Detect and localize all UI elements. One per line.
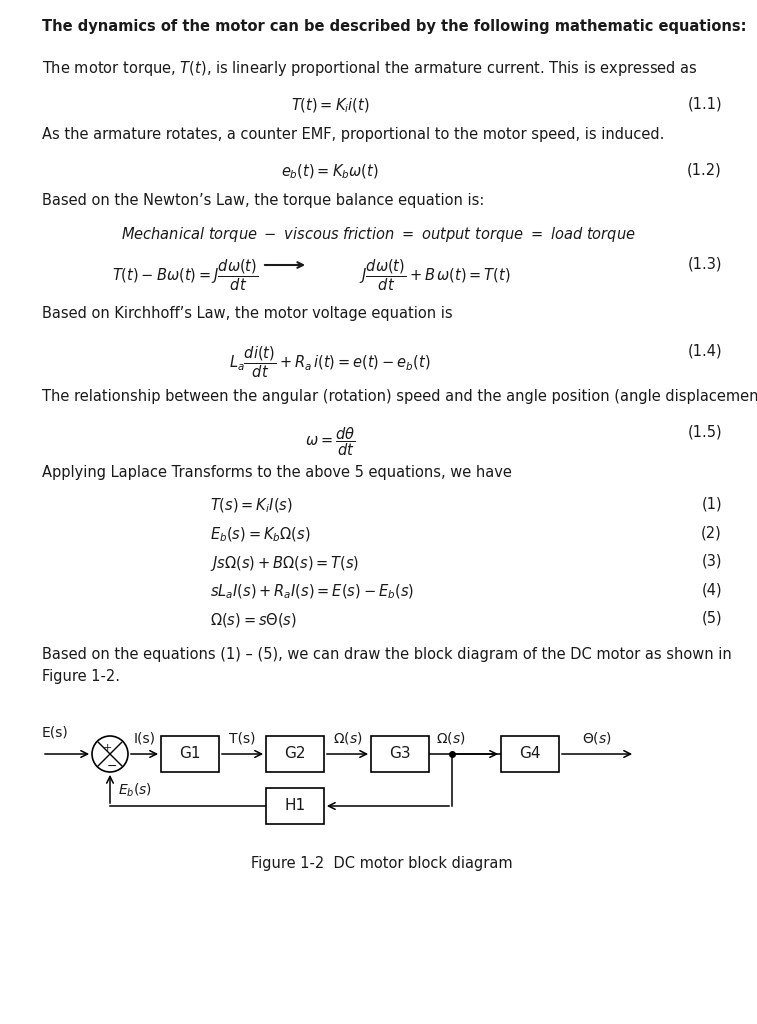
Text: G1: G1: [179, 746, 201, 762]
Text: I(s): I(s): [133, 732, 155, 746]
Text: (2): (2): [701, 525, 722, 541]
Bar: [266, 736, 324, 772]
Text: (1): (1): [702, 497, 722, 512]
Text: $T(t) - B\omega(t) = J\dfrac{d\omega(t)}{dt}$: $T(t) - B\omega(t) = J\dfrac{d\omega(t)}…: [112, 257, 258, 293]
Text: The relationship between the angular (rotation) speed and the angle position (an: The relationship between the angular (ro…: [42, 389, 757, 404]
Text: $\Theta(s)$: $\Theta(s)$: [582, 730, 612, 746]
Bar: [501, 736, 559, 772]
Text: The motor torque, $T(t)$, is linearly proportional the armature current. This is: The motor torque, $T(t)$, is linearly pr…: [42, 59, 698, 78]
Text: (5): (5): [702, 611, 722, 626]
Text: As the armature rotates, a counter EMF, proportional to the motor speed, is indu: As the armature rotates, a counter EMF, …: [42, 127, 665, 142]
Text: $T(s) = K_i I(s)$: $T(s) = K_i I(s)$: [210, 497, 293, 515]
Text: −: −: [106, 760, 117, 772]
Text: $J\dfrac{d\omega(t)}{dt} + B\,\omega(t) = T(t)$: $J\dfrac{d\omega(t)}{dt} + B\,\omega(t) …: [359, 257, 511, 293]
Bar: [266, 788, 324, 824]
Text: $\Omega(s)$: $\Omega(s)$: [436, 730, 466, 746]
Bar: [161, 736, 219, 772]
Text: $Js\Omega(s) + B\Omega(s) = T(s)$: $Js\Omega(s) + B\Omega(s) = T(s)$: [210, 554, 360, 573]
Bar: [371, 736, 429, 772]
Text: $E_b(s)$: $E_b(s)$: [118, 782, 152, 800]
Text: (4): (4): [702, 583, 722, 597]
Text: G4: G4: [519, 746, 540, 762]
Text: $e_b(t) = K_b\omega(t)$: $e_b(t) = K_b\omega(t)$: [281, 163, 378, 181]
Text: H1: H1: [285, 799, 306, 813]
Text: Figure 1-2  DC motor block diagram: Figure 1-2 DC motor block diagram: [251, 856, 512, 871]
Text: $\omega = \dfrac{d\theta}{dt}$: $\omega = \dfrac{d\theta}{dt}$: [305, 425, 355, 458]
Text: $T(t) = K_i i(t)$: $T(t) = K_i i(t)$: [291, 97, 369, 116]
Text: $\mathit{Mechanical\ torque\ -\ viscous\ friction\ =\ output\ torque\ =\ load\ t: $\mathit{Mechanical\ torque\ -\ viscous\…: [120, 225, 635, 244]
Text: $sL_a I(s) + R_a I(s) = E(s) - E_b(s)$: $sL_a I(s) + R_a I(s) = E(s) - E_b(s)$: [210, 583, 414, 601]
Text: (3): (3): [702, 554, 722, 569]
Text: G3: G3: [389, 746, 411, 762]
Text: (1.2): (1.2): [687, 163, 722, 178]
Text: $E_b(s) = K_b\Omega(s)$: $E_b(s) = K_b\Omega(s)$: [210, 525, 310, 544]
Text: $L_a\dfrac{di(t)}{dt} + R_a\,i(t) = e(t) - e_b(t)$: $L_a\dfrac{di(t)}{dt} + R_a\,i(t) = e(t)…: [229, 344, 431, 380]
Text: The dynamics of the motor can be described by the following mathematic equations: The dynamics of the motor can be describ…: [42, 19, 746, 34]
Text: (1.1): (1.1): [687, 97, 722, 112]
Text: Applying Laplace Transforms to the above 5 equations, we have: Applying Laplace Transforms to the above…: [42, 465, 512, 480]
Text: (1.5): (1.5): [687, 425, 722, 440]
Text: (1.3): (1.3): [687, 257, 722, 272]
Circle shape: [92, 736, 128, 772]
Text: Based on the equations (1) – (5), we can draw the block diagram of the DC motor : Based on the equations (1) – (5), we can…: [42, 647, 732, 662]
Text: Figure 1-2.: Figure 1-2.: [42, 669, 120, 684]
Text: E(s): E(s): [42, 726, 69, 740]
Text: T(s): T(s): [229, 732, 256, 746]
Text: (1.4): (1.4): [687, 344, 722, 359]
Text: +: +: [103, 743, 112, 753]
Text: Based on the Newton’s Law, the torque balance equation is:: Based on the Newton’s Law, the torque ba…: [42, 193, 484, 208]
Text: $\Omega(s) = s\Theta(s)$: $\Omega(s) = s\Theta(s)$: [210, 611, 297, 629]
Text: G2: G2: [284, 746, 306, 762]
Text: Based on Kirchhoff’s Law, the motor voltage equation is: Based on Kirchhoff’s Law, the motor volt…: [42, 306, 453, 321]
Text: $\Omega(s)$: $\Omega(s)$: [333, 730, 362, 746]
